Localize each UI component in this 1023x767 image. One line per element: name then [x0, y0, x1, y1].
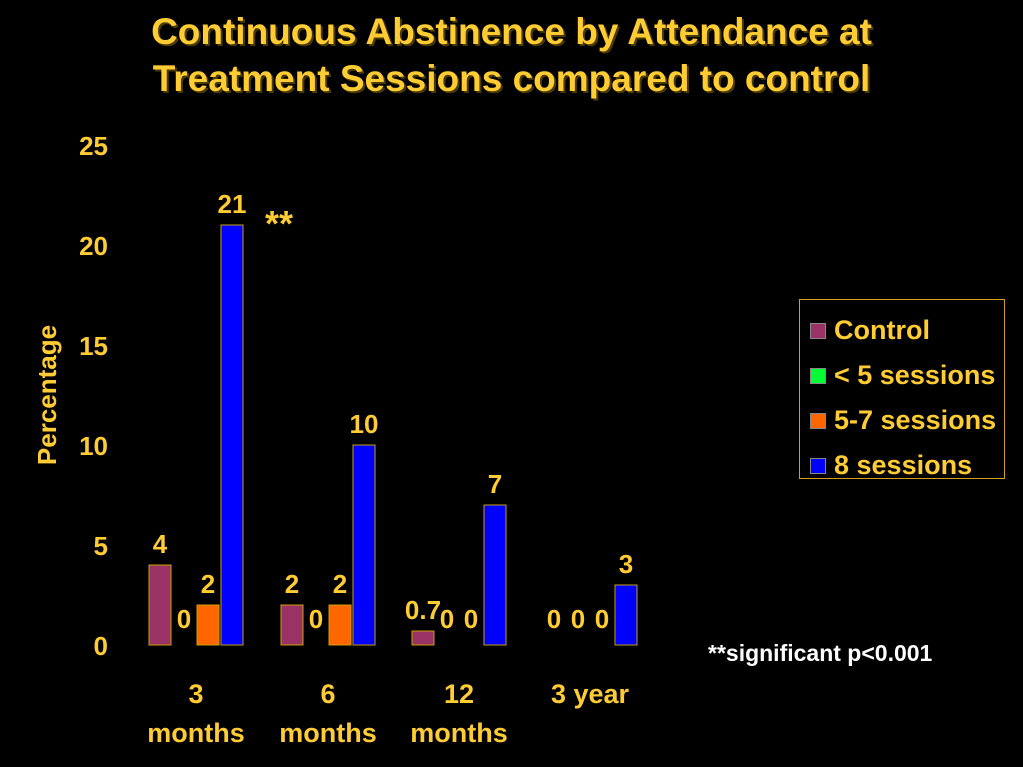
- data-label: 10: [350, 409, 379, 439]
- data-label: 3: [619, 549, 633, 579]
- bar: [411, 630, 435, 646]
- y-tick-label: 25: [79, 131, 108, 161]
- data-label: 0: [571, 604, 585, 634]
- bar: [148, 564, 172, 646]
- bar: [483, 504, 507, 646]
- bar: [352, 444, 376, 646]
- data-label: 2: [333, 569, 347, 599]
- x-tick-label: months: [279, 718, 377, 748]
- data-label: 21: [218, 189, 247, 219]
- bar: [280, 604, 304, 646]
- legend-swatch: [810, 457, 826, 474]
- x-tick-label: 3: [188, 679, 203, 709]
- y-tick-label: 5: [94, 531, 108, 561]
- legend-label: Control: [834, 315, 930, 345]
- bar: [614, 584, 638, 646]
- legend-label: 5-7 sessions: [834, 405, 997, 435]
- bar: [196, 604, 220, 646]
- data-label: 4: [153, 529, 168, 559]
- legend-item: < 5 sessions: [810, 353, 1004, 398]
- chart-title-line-1: Continuous Abstinence by Attendance at: [151, 11, 872, 52]
- y-tick-label: 20: [79, 231, 108, 261]
- data-label: 0: [309, 604, 323, 634]
- data-label: 0: [440, 604, 454, 634]
- legend: Control < 5 sessions 5-7 sessions 8 session…: [799, 299, 1005, 480]
- y-tick-label: 0: [94, 631, 108, 661]
- data-label: 0: [177, 604, 191, 634]
- bar: [328, 604, 352, 646]
- data-label: 0: [547, 604, 561, 634]
- x-tick-label: 6: [320, 679, 335, 709]
- legend-item: Control: [810, 308, 1004, 353]
- data-label: 0: [595, 604, 609, 634]
- data-label: 0.7: [405, 595, 441, 625]
- chart-title-line-2: Treatment Sessions compared to control: [152, 58, 871, 99]
- legend-item: 8 sessions: [810, 443, 1004, 488]
- legend-swatch: [810, 367, 826, 384]
- footnote: **significant p<0.001: [708, 640, 933, 666]
- x-tick-label: 3 year: [551, 679, 630, 709]
- data-label: 2: [285, 569, 299, 599]
- bar: [220, 224, 244, 646]
- x-tick-label: months: [410, 718, 508, 748]
- data-label: 2: [201, 569, 215, 599]
- legend-swatch: [810, 322, 826, 339]
- y-axis-label: Percentage: [32, 325, 62, 465]
- legend-label: 8 sessions: [834, 450, 973, 480]
- chart-title: Continuous Abstinence by Attendance at T…: [0, 8, 1023, 102]
- x-tick-label: months: [147, 718, 245, 748]
- y-tick-label: 10: [79, 431, 108, 461]
- legend-swatch: [810, 412, 826, 429]
- y-tick-label: 15: [79, 331, 108, 361]
- significance-marker: **: [265, 203, 294, 244]
- legend-item: 5-7 sessions: [810, 398, 1004, 443]
- x-tick-label: 12: [444, 679, 474, 709]
- data-label: 0: [464, 604, 478, 634]
- data-label: 7: [488, 469, 502, 499]
- legend-label: < 5 sessions: [834, 360, 996, 390]
